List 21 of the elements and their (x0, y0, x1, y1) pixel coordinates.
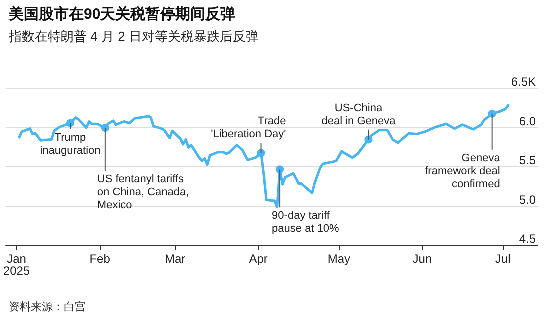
y-tick-label: 6.0 (519, 114, 536, 128)
x-tick-label: Jan 2025 (3, 252, 30, 278)
y-tick-label: 5.5 (519, 154, 536, 168)
x-tick-label: Jul (495, 252, 511, 266)
x-tick-label: Apr (249, 252, 268, 266)
annotation: US-China deal in Geneva (322, 102, 397, 128)
y-tick-label: 6.5K (511, 75, 536, 89)
x-tick-label: Jun (412, 252, 432, 266)
x-tick-label: May (328, 252, 351, 266)
annotation: 90-day tariff pause at 10% (272, 210, 340, 236)
chart-subtitle: 指数在特朗普 4 月 2 日对等关税暴跌后反弹 (8, 29, 259, 44)
text: 资料来源：白宫 (9, 300, 86, 314)
annotation: Geneva framework deal confirmed (425, 152, 502, 190)
x-tick-label: Feb (90, 252, 111, 266)
y-tick-label: 5.0 (519, 192, 536, 207)
x-tick-label: Mar (164, 252, 186, 266)
chart-title: 美国股市在90天关税暂停期间反弹 (8, 5, 236, 23)
annotation: Trade 'Liberation Day' (211, 116, 286, 141)
annotation: Trump inauguration (40, 132, 101, 157)
y-tick-label: 4.5 (519, 232, 536, 246)
annotation: US fentanyl tariffs on China, Canada, Mexico (97, 174, 190, 212)
